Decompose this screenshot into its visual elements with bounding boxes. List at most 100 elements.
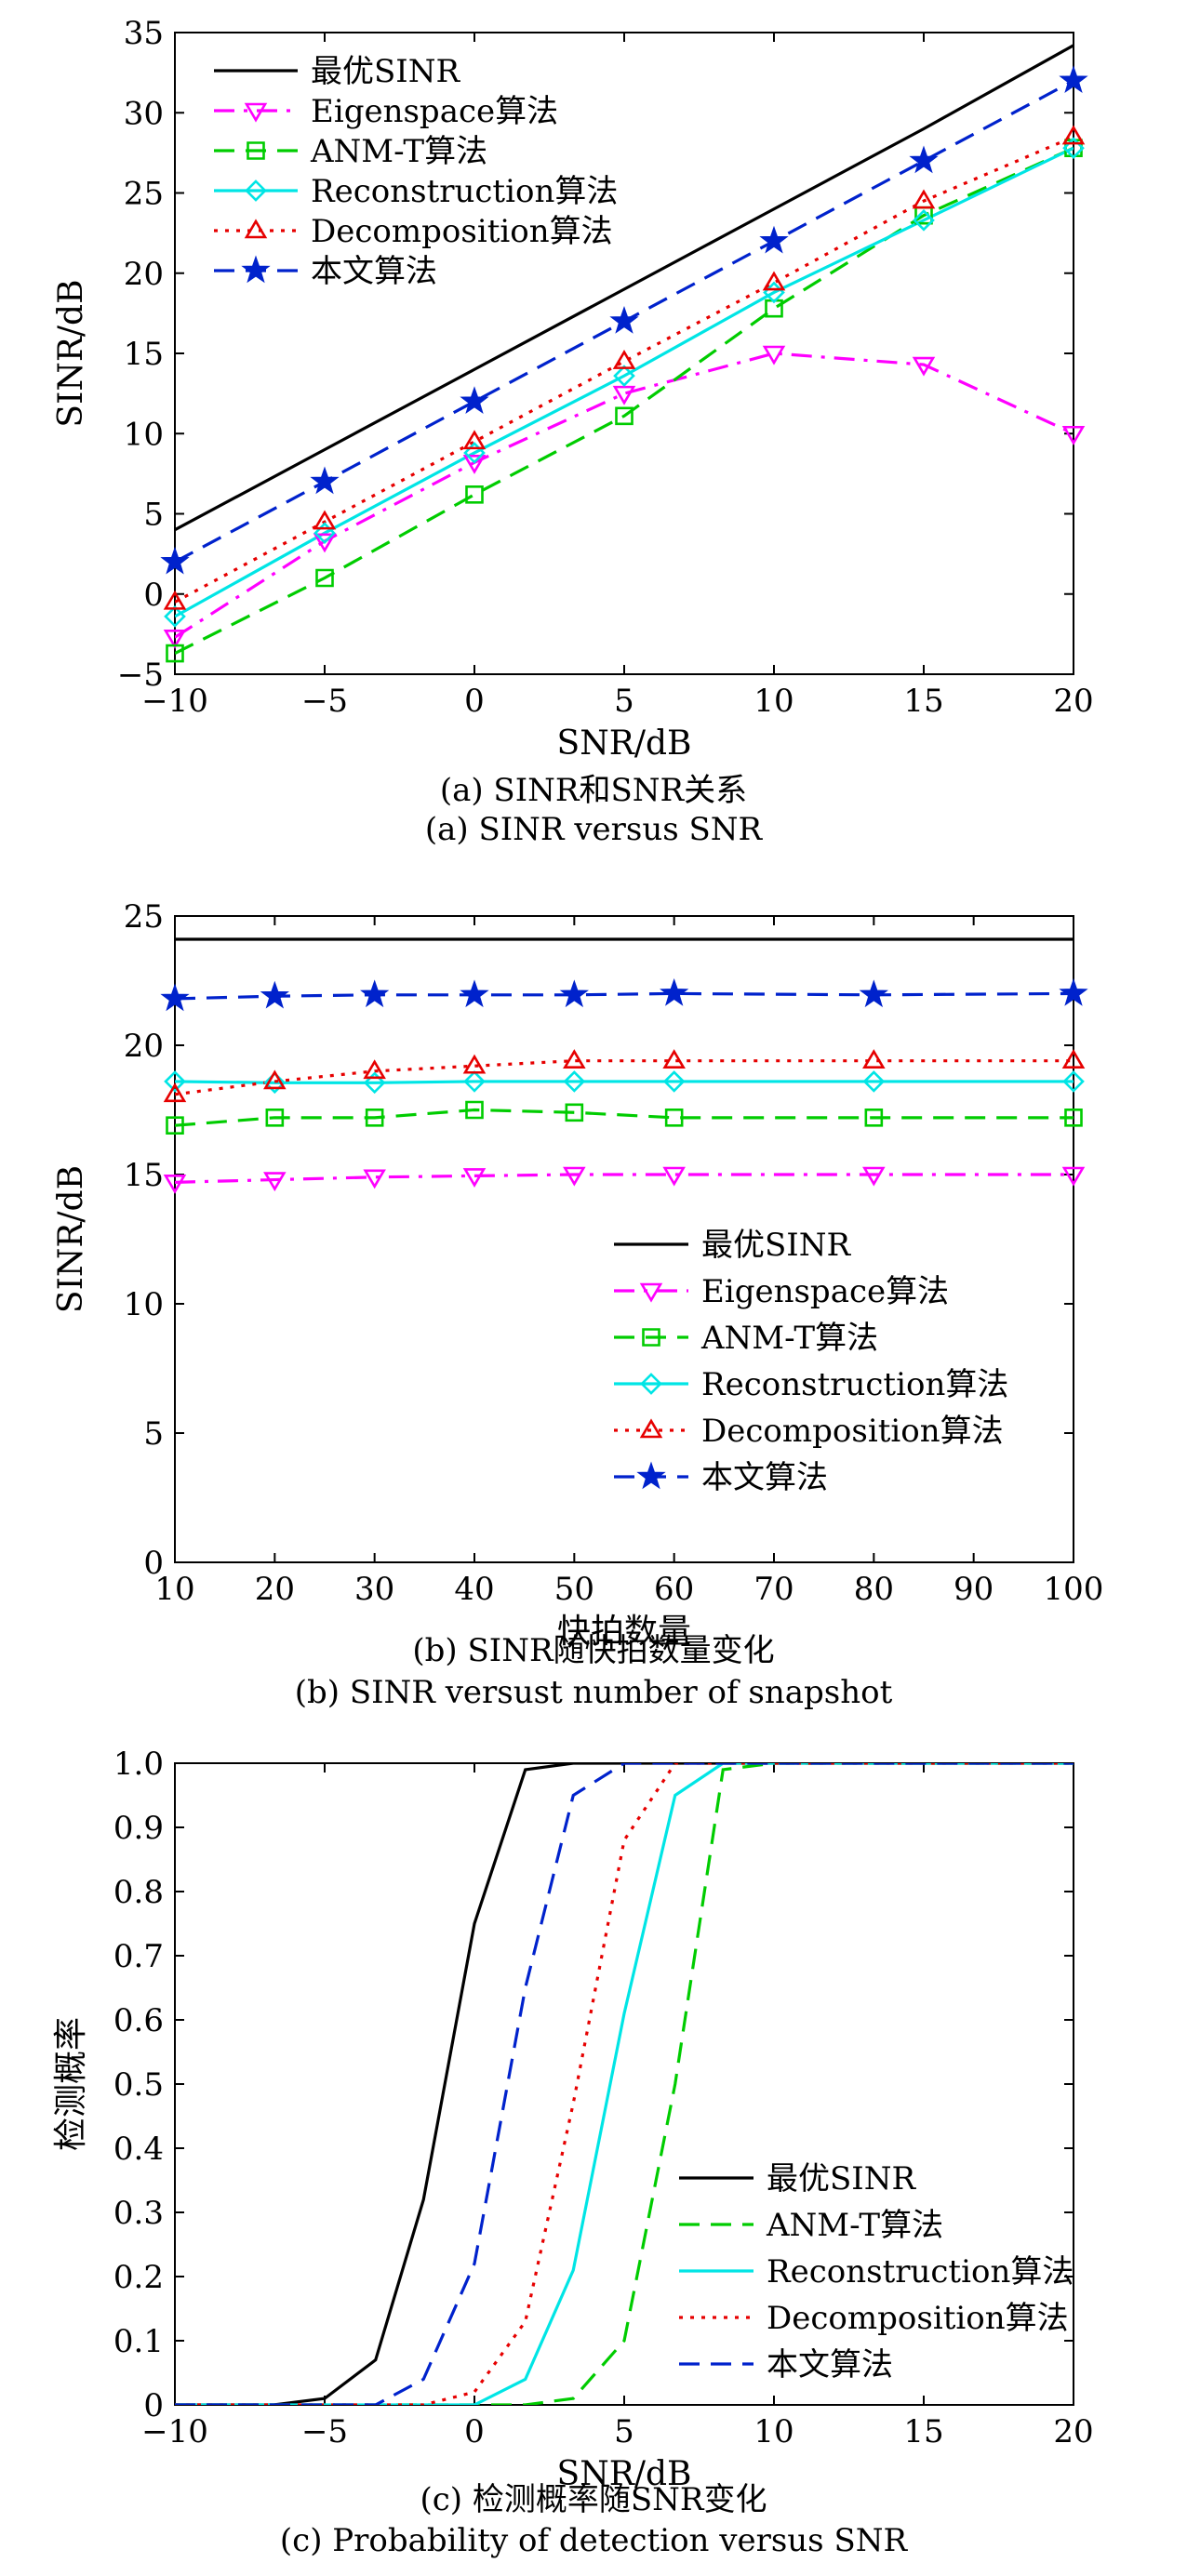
data-point-marker — [313, 522, 336, 545]
data-point-marker — [465, 1100, 484, 1120]
x-tick-label: 40 — [454, 1571, 494, 1608]
x-tick-label: 15 — [903, 2413, 943, 2450]
legend-label: Reconstruction算法 — [701, 1366, 1008, 1403]
data-point-marker — [559, 979, 589, 1008]
series-group — [175, 937, 1074, 1184]
series-line-2 — [175, 1108, 1074, 1127]
data-point-marker — [460, 979, 489, 1008]
data-point-marker — [1064, 1109, 1083, 1127]
legend-label: Decomposition算法 — [311, 213, 613, 250]
data-point-marker — [762, 345, 786, 365]
y-tick-label: 25 — [124, 898, 164, 936]
x-tick-label: −10 — [141, 2413, 208, 2450]
legend-marker — [244, 219, 268, 239]
series-line-4 — [175, 1763, 1074, 2405]
y-tick-label: 1.0 — [113, 1746, 164, 1783]
series-line-4 — [175, 135, 1074, 604]
data-point-marker — [662, 1166, 686, 1187]
data-point-marker — [462, 430, 487, 450]
legend-label: 最优SINR — [311, 53, 460, 90]
data-point-marker — [662, 1070, 686, 1093]
y-tick-label: 35 — [124, 15, 164, 52]
data-point-marker — [313, 533, 337, 553]
y-tick-label: 0.9 — [113, 1810, 164, 1847]
y-tick-label: 10 — [124, 1286, 164, 1323]
caption-b-cn: (b) SINR随快拍数量变化 — [412, 1632, 775, 1669]
data-point-marker — [315, 568, 334, 588]
series-line-0 — [175, 44, 1074, 532]
data-point-marker — [363, 1169, 386, 1189]
data-point-marker — [365, 1109, 384, 1127]
y-axis-label: 检测概率 — [52, 2017, 90, 2151]
x-tick-label: 20 — [1053, 683, 1093, 720]
y-tick-label: 30 — [124, 95, 164, 132]
y-tick-label: 0.1 — [113, 2323, 164, 2360]
data-point-marker — [762, 271, 786, 291]
series-line-0 — [175, 1763, 1074, 2405]
series-line-2 — [175, 1763, 1074, 2405]
data-point-marker — [263, 1172, 287, 1192]
data-point-marker — [612, 385, 636, 405]
data-point-marker — [1059, 977, 1088, 1006]
data-point-marker — [463, 442, 486, 464]
data-point-marker — [660, 977, 689, 1006]
x-tick-label: 20 — [255, 1571, 295, 1608]
x-axis-label: SNR/dB — [557, 724, 692, 763]
x-tick-label: −10 — [141, 683, 208, 720]
data-point-marker — [862, 1070, 886, 1093]
legend: 最优SINR ANM-T算法 Reconstruction算法 Decompositi… — [679, 2160, 1074, 2383]
y-tick-label: 20 — [124, 256, 164, 293]
legend: 最优SINR Eigenspace算法 ANM-T算法 Reconstruction算… — [614, 1227, 1008, 1496]
y-tick-label: 25 — [124, 176, 164, 213]
y-tick-label: 0.8 — [113, 1874, 164, 1911]
legend-label: 本文算法 — [767, 2346, 893, 2383]
chart-sinr-vs-snapshots: 10 20 30 40 50 60 70 80 90 100 0 5 10 15 20 25 快拍数量 SINR/… — [52, 898, 1103, 1651]
caption-c-cn: (c) 检测概率随SNR变化 — [420, 2481, 767, 2518]
legend-marker — [636, 1461, 666, 1490]
legend-label: Reconstruction算法 — [311, 173, 618, 210]
caption-a-cn: (a) SINR和SNR关系 — [439, 772, 748, 809]
data-point-marker — [160, 983, 190, 1012]
data-point-marker — [1059, 65, 1088, 94]
data-point-marker — [260, 980, 289, 1009]
data-point-marker — [1061, 1166, 1086, 1187]
data-point-marker — [912, 356, 936, 377]
x-tick-label: 0 — [464, 683, 485, 720]
series-line-1 — [175, 1173, 1074, 1184]
data-point-marker — [163, 590, 187, 610]
data-point-marker — [465, 485, 484, 504]
data-point-marker — [909, 145, 939, 174]
data-point-marker — [265, 1109, 285, 1127]
data-point-marker — [563, 1070, 586, 1093]
legend-label: Decomposition算法 — [701, 1413, 1004, 1450]
data-point-marker — [612, 350, 636, 369]
y-tick-label: 10 — [124, 416, 164, 453]
x-tick-label: 60 — [654, 1571, 694, 1608]
x-tick-label: 10 — [754, 683, 794, 720]
data-point-marker — [462, 1168, 487, 1188]
data-point-marker — [662, 1049, 686, 1069]
data-point-marker — [310, 466, 340, 495]
data-point-marker — [615, 406, 634, 426]
data-point-marker — [263, 1069, 287, 1090]
legend-marker — [640, 1373, 662, 1395]
y-tick-label: 0.6 — [113, 2002, 164, 2039]
x-tick-label: 10 — [154, 1571, 194, 1608]
data-point-marker — [1061, 1049, 1086, 1069]
legend-label: 本文算法 — [701, 1459, 828, 1496]
legend-label: ANM-T算法 — [766, 2207, 943, 2244]
data-point-marker — [912, 189, 936, 209]
x-tick-label: 50 — [554, 1571, 594, 1608]
legend-label: 最优SINR — [701, 1227, 851, 1264]
y-tick-label: 0 — [143, 2387, 164, 2424]
x-tick-label: 90 — [954, 1571, 994, 1608]
data-point-marker — [164, 605, 186, 628]
data-point-marker — [1061, 425, 1086, 445]
data-point-marker — [313, 510, 337, 530]
y-tick-label: 20 — [124, 1028, 164, 1065]
chart-sinr-vs-snr: −10 −5 0 5 10 15 20−505101520253035SNR/dBSINR/… — [52, 15, 1094, 763]
chart-detection-probability: −10 −5 0 5 10 15 20 0 0.1 0.2 0.3 0.4 0.5 0.6 0.7 0.8 0.… — [52, 1746, 1094, 2493]
caption-c-en: (c) Probability of detection versus SNR — [279, 2522, 908, 2559]
y-tick-label: 0.4 — [113, 2131, 164, 2168]
legend-label: Reconstruction算法 — [767, 2253, 1074, 2291]
